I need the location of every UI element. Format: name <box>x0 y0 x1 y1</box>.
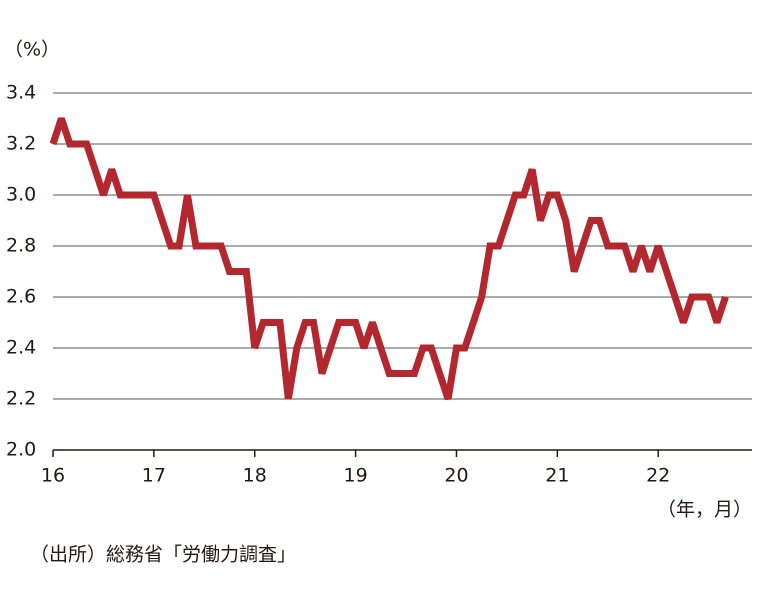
y-tick-label: 2.0 <box>6 439 36 461</box>
y-unit-label: （%） <box>4 39 60 61</box>
x-tick-label: 19 <box>344 465 368 487</box>
y-tick-label: 3.0 <box>6 184 36 206</box>
y-tick-label: 3.2 <box>6 133 36 155</box>
y-tick-label: 2.4 <box>6 337 36 359</box>
y-tick-label: 3.4 <box>6 82 36 104</box>
x-tick-label: 22 <box>646 465 670 487</box>
x-tick-label: 17 <box>142 465 166 487</box>
x-tick-label: 18 <box>243 465 267 487</box>
x-tick-label: 20 <box>444 465 468 487</box>
y-tick-label: 2.6 <box>6 286 36 308</box>
y-tick-label: 2.2 <box>6 388 36 410</box>
source: （出所）総務省「労働力調査」 <box>30 544 296 566</box>
line-series <box>49 117 729 401</box>
y-tick-label: 2.8 <box>6 235 36 257</box>
x-tick-label: 16 <box>41 465 65 487</box>
x-unit-label: （年，月） <box>657 499 752 521</box>
x-tick-label: 21 <box>545 465 569 487</box>
